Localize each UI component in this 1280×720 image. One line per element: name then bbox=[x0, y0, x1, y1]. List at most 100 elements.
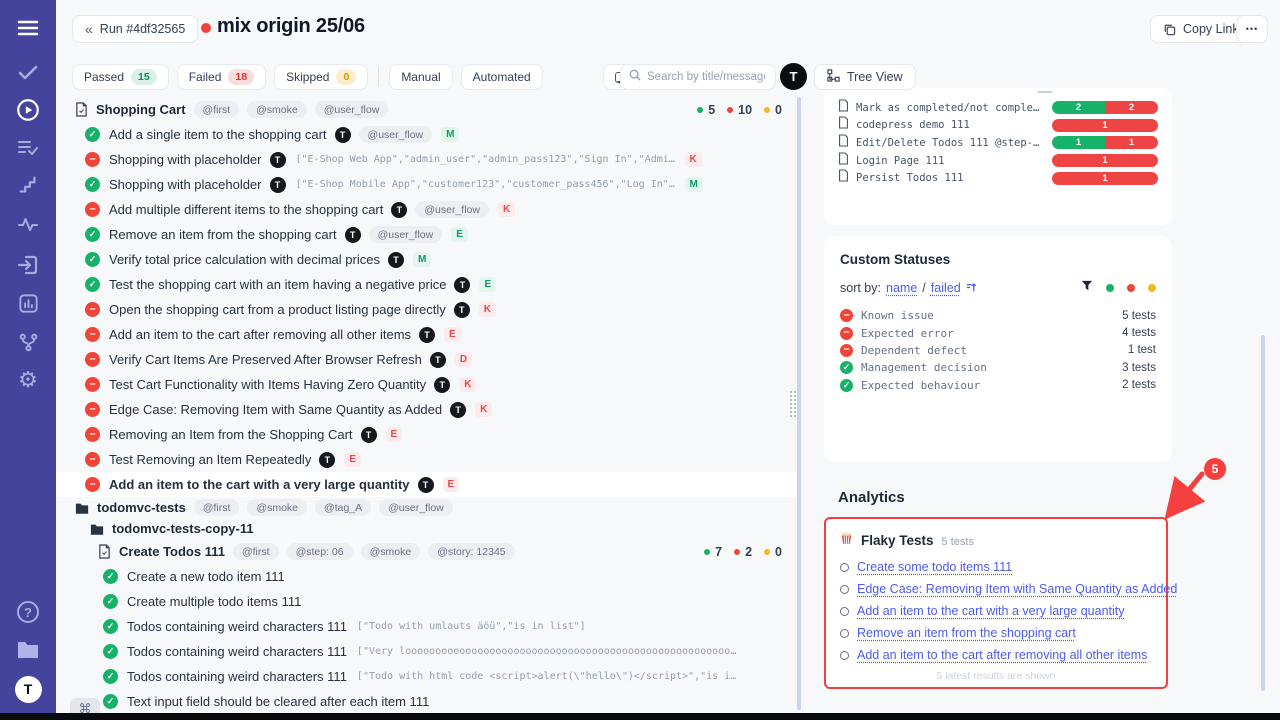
pulse-icon[interactable] bbox=[0, 208, 56, 240]
file-result-row[interactable]: Edit/Delete Todos 111 @step-… 1 1 bbox=[838, 134, 1158, 152]
file-result-row[interactable]: Login Page 111 1 bbox=[838, 152, 1158, 170]
failed-status-icon bbox=[85, 152, 100, 167]
test-title: Test Cart Functionality with Items Havin… bbox=[109, 377, 427, 392]
suite-row[interactable]: Create Todos 111 @first @step: 06 @smoke… bbox=[56, 539, 797, 564]
sort-direction-icon[interactable] bbox=[966, 282, 977, 293]
flaky-test-link[interactable]: Edge Case: Removing Item with Same Quant… bbox=[857, 582, 1178, 596]
more-actions-button[interactable] bbox=[1236, 15, 1268, 43]
filter-passed[interactable]: Passed 15 bbox=[72, 64, 169, 90]
flaky-test-item: Edge Case: Removing Item with Same Quant… bbox=[840, 578, 1177, 600]
testomatio-icon bbox=[269, 176, 286, 193]
test-row[interactable]: Open the shopping cart from a product li… bbox=[56, 297, 797, 322]
test-row[interactable]: Verify Cart Items Are Preserved After Br… bbox=[56, 347, 797, 372]
test-row[interactable]: Add multiple different items to the shop… bbox=[56, 197, 797, 222]
failed-status-icon bbox=[85, 352, 100, 367]
folder-row[interactable]: todomvc-tests @first @smoke @tag_A @user_flo… bbox=[56, 497, 797, 518]
status-count: 5 tests bbox=[1122, 309, 1156, 322]
menu-hamburger-icon[interactable] bbox=[0, 12, 56, 44]
test-row[interactable]: Shopping with placeholder ["E-Shop Web Ap… bbox=[56, 147, 797, 172]
bottom-bar bbox=[0, 713, 1280, 720]
user-avatar-testomatio[interactable] bbox=[780, 63, 807, 90]
projects-folder-icon[interactable] bbox=[0, 634, 56, 666]
filter-skipped-dot[interactable] bbox=[1148, 283, 1156, 292]
test-title: Create a new todo item 111 bbox=[127, 569, 285, 584]
help-icon[interactable] bbox=[0, 596, 56, 628]
filter-manual[interactable]: Manual bbox=[389, 64, 453, 90]
failed-status-icon bbox=[840, 326, 853, 340]
back-to-run-button[interactable]: Run #4df32565 bbox=[72, 15, 199, 43]
test-row[interactable]: Add a single item to the shopping cart @u… bbox=[56, 122, 797, 147]
passed-status-icon bbox=[85, 227, 100, 242]
test-title: Shopping with placeholder bbox=[109, 177, 262, 192]
flaky-test-link[interactable]: Create some todo items 111 bbox=[857, 560, 1013, 574]
test-title: Remove an item from the shopping cart bbox=[109, 227, 337, 242]
test-row-selected[interactable]: Add an item to the cart with a very larg… bbox=[56, 472, 797, 497]
test-row[interactable]: Edge Case: Removing Item with Same Quant… bbox=[56, 397, 797, 422]
suite-row[interactable]: Shopping Cart @first @smoke @user_flow 5… bbox=[56, 97, 797, 122]
file-name: Persist Todos 111 bbox=[856, 172, 964, 185]
test-row[interactable]: Test Cart Functionality with Items Havin… bbox=[56, 372, 797, 397]
test-row[interactable]: Test Removing an Item Repeatedly E bbox=[56, 447, 797, 472]
sort-by-name-link[interactable]: name bbox=[886, 280, 918, 295]
test-row[interactable]: Todos containing weird characters 111 ["T… bbox=[56, 664, 797, 689]
status-row[interactable]: Known issue 5 tests bbox=[840, 307, 1156, 324]
flaky-test-link[interactable]: Add an item to the cart with a very larg… bbox=[857, 604, 1125, 618]
test-params: ["E-Shop Web App","admin_user","admin_pa… bbox=[295, 154, 676, 165]
filter-skipped[interactable]: Skipped 0 bbox=[274, 64, 369, 90]
test-row[interactable]: Verify total price calculation with deci… bbox=[56, 247, 797, 272]
import-icon[interactable] bbox=[0, 249, 56, 281]
suite-counts: 5 10 0 bbox=[697, 103, 797, 117]
result-bar: 1 bbox=[1052, 118, 1158, 132]
branch-icon[interactable] bbox=[0, 326, 56, 358]
status-letter-badge: K bbox=[684, 152, 702, 167]
file-result-row[interactable]: codepress demo 111 1 bbox=[838, 116, 1158, 135]
filter-funnel-icon[interactable] bbox=[1081, 280, 1093, 295]
test-row[interactable]: Create multiple todo items 111 bbox=[56, 589, 797, 614]
flaky-test-item: Remove an item from the shopping cart bbox=[840, 622, 1152, 644]
status-row[interactable]: Dependent defect 1 test bbox=[840, 342, 1156, 359]
test-row[interactable]: Test the shopping cart with an item havi… bbox=[56, 272, 797, 297]
passed-status-icon bbox=[85, 177, 100, 192]
steps-icon[interactable] bbox=[0, 169, 56, 201]
skipped-label: Skipped bbox=[286, 70, 330, 84]
file-icon bbox=[838, 169, 849, 187]
test-row[interactable]: Text input field should be cleared after… bbox=[56, 689, 797, 714]
check-nav-icon[interactable] bbox=[0, 56, 56, 88]
filter-automated[interactable]: Automated bbox=[460, 64, 543, 90]
test-row[interactable]: Add an item to the cart after removing a… bbox=[56, 322, 797, 347]
search-input[interactable] bbox=[647, 71, 765, 83]
test-row[interactable]: Shopping with placeholder ["E-Shop Mobile… bbox=[56, 172, 797, 197]
list-check-icon[interactable] bbox=[0, 132, 56, 164]
testomatio-icon bbox=[434, 376, 451, 393]
flaky-test-link[interactable]: Remove an item from the shopping cart bbox=[857, 626, 1076, 640]
test-row[interactable]: Removing an Item from the Shopping Cart E bbox=[56, 422, 797, 447]
test-row[interactable]: Todos containing weird characters 111 ["V… bbox=[56, 639, 797, 664]
filter-passed-dot[interactable] bbox=[1106, 283, 1114, 292]
test-row[interactable]: Todos containing weird characters 111 ["T… bbox=[56, 614, 797, 639]
settings-gear-icon[interactable]: ⚙ bbox=[18, 368, 38, 393]
status-row[interactable]: Management decision 3 tests bbox=[840, 359, 1156, 376]
status-row[interactable]: Expected error 4 tests bbox=[840, 324, 1156, 341]
test-row[interactable]: Remove an item from the shopping cart @us… bbox=[56, 222, 797, 247]
report-chart-icon[interactable] bbox=[0, 287, 56, 319]
flaky-test-link[interactable]: Add an item to the cart after removing a… bbox=[857, 648, 1148, 662]
filter-failed[interactable]: Failed 18 bbox=[176, 64, 267, 90]
file-icon bbox=[838, 152, 849, 170]
status-row[interactable]: Expected behaviour 2 tests bbox=[840, 377, 1156, 394]
panel-drag-handle[interactable] bbox=[789, 390, 797, 418]
main-scrollbar[interactable] bbox=[797, 97, 801, 710]
runs-play-icon[interactable] bbox=[0, 94, 56, 126]
right-panel-scrollbar[interactable] bbox=[1261, 335, 1265, 691]
file-name: codepress demo 111 bbox=[856, 119, 970, 132]
tag: @step: 06 bbox=[286, 543, 353, 560]
sort-by-failed-link[interactable]: failed bbox=[930, 280, 961, 295]
folder-row[interactable]: todomvc-tests-copy-11 bbox=[56, 518, 797, 539]
testomatio-logo[interactable] bbox=[0, 673, 56, 705]
file-result-row[interactable]: Persist Todos 111 1 bbox=[838, 169, 1158, 187]
filter-failed-dot[interactable] bbox=[1127, 283, 1135, 292]
tree-view-button[interactable]: Tree View bbox=[814, 64, 916, 90]
file-result-row[interactable]: Mark as completed/not comple… 2 2 bbox=[838, 99, 1158, 117]
status-label: Expected error bbox=[861, 326, 954, 340]
test-row[interactable]: Create a new todo item 111 bbox=[56, 564, 797, 589]
failed-status-icon bbox=[85, 477, 100, 492]
